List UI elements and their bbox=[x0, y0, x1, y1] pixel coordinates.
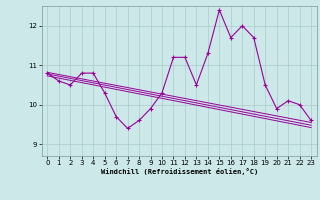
X-axis label: Windchill (Refroidissement éolien,°C): Windchill (Refroidissement éolien,°C) bbox=[100, 168, 258, 175]
